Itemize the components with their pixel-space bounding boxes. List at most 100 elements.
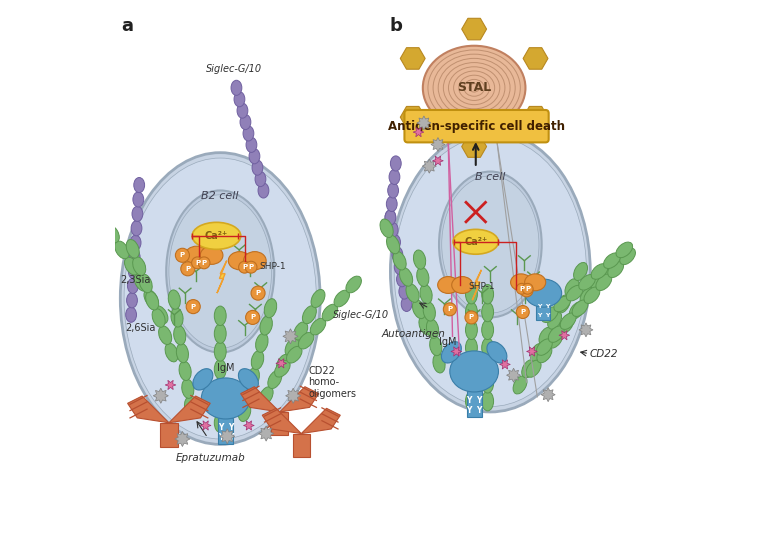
Circle shape xyxy=(465,311,478,324)
Polygon shape xyxy=(276,359,286,368)
Ellipse shape xyxy=(427,319,439,338)
Ellipse shape xyxy=(185,246,208,264)
Ellipse shape xyxy=(132,206,142,222)
Ellipse shape xyxy=(237,103,248,118)
Ellipse shape xyxy=(482,392,494,411)
Ellipse shape xyxy=(385,210,396,225)
Text: b: b xyxy=(390,16,402,35)
Circle shape xyxy=(251,286,265,300)
Ellipse shape xyxy=(159,326,172,345)
Polygon shape xyxy=(579,323,593,337)
Polygon shape xyxy=(433,156,444,166)
Ellipse shape xyxy=(526,360,541,377)
Ellipse shape xyxy=(169,195,272,348)
Polygon shape xyxy=(422,159,437,173)
Ellipse shape xyxy=(537,345,552,363)
Text: P: P xyxy=(521,309,525,315)
Ellipse shape xyxy=(399,284,410,299)
Ellipse shape xyxy=(513,376,527,394)
Ellipse shape xyxy=(214,306,226,325)
Polygon shape xyxy=(462,136,487,157)
Ellipse shape xyxy=(234,92,245,107)
Ellipse shape xyxy=(604,253,620,268)
Text: P: P xyxy=(469,314,474,320)
Ellipse shape xyxy=(413,250,426,269)
Polygon shape xyxy=(280,387,319,412)
Polygon shape xyxy=(293,433,310,457)
Ellipse shape xyxy=(584,287,600,304)
Ellipse shape xyxy=(146,292,159,310)
Text: P: P xyxy=(249,264,253,270)
Ellipse shape xyxy=(243,126,254,141)
Ellipse shape xyxy=(547,311,561,329)
Ellipse shape xyxy=(120,153,320,444)
Polygon shape xyxy=(128,396,169,423)
Ellipse shape xyxy=(556,295,571,313)
Ellipse shape xyxy=(466,374,477,393)
Ellipse shape xyxy=(165,343,178,362)
Ellipse shape xyxy=(387,235,400,254)
Ellipse shape xyxy=(466,302,477,322)
Text: Y: Y xyxy=(537,304,542,309)
Polygon shape xyxy=(200,421,211,430)
Ellipse shape xyxy=(390,156,401,171)
Ellipse shape xyxy=(394,136,587,407)
Ellipse shape xyxy=(437,276,459,293)
Ellipse shape xyxy=(539,327,553,345)
Polygon shape xyxy=(451,347,462,356)
Ellipse shape xyxy=(531,344,544,362)
Ellipse shape xyxy=(115,241,129,259)
Text: Y: Y xyxy=(218,422,223,432)
Circle shape xyxy=(176,248,189,262)
Ellipse shape xyxy=(466,285,477,304)
Ellipse shape xyxy=(152,308,166,327)
Ellipse shape xyxy=(525,279,561,307)
Polygon shape xyxy=(541,388,555,402)
Ellipse shape xyxy=(482,356,494,375)
Text: P: P xyxy=(525,286,531,292)
Ellipse shape xyxy=(176,343,189,363)
Text: SHP-1: SHP-1 xyxy=(259,262,286,270)
Ellipse shape xyxy=(174,326,186,345)
Ellipse shape xyxy=(453,229,498,254)
Ellipse shape xyxy=(243,385,255,404)
Polygon shape xyxy=(559,331,570,340)
Text: Ca²⁺: Ca²⁺ xyxy=(205,231,228,241)
Ellipse shape xyxy=(182,379,194,399)
Polygon shape xyxy=(413,128,424,137)
Ellipse shape xyxy=(214,413,226,432)
Ellipse shape xyxy=(200,246,223,264)
Ellipse shape xyxy=(214,377,226,397)
Text: Y: Y xyxy=(228,433,233,442)
Text: Y: Y xyxy=(467,395,472,405)
Polygon shape xyxy=(400,48,425,69)
Ellipse shape xyxy=(580,287,595,305)
Ellipse shape xyxy=(303,306,316,324)
Ellipse shape xyxy=(524,274,546,291)
Ellipse shape xyxy=(193,369,213,390)
Text: Y: Y xyxy=(477,406,482,415)
Ellipse shape xyxy=(171,308,183,327)
Text: Y: Y xyxy=(537,313,542,318)
Ellipse shape xyxy=(385,210,396,225)
Ellipse shape xyxy=(95,209,109,226)
Ellipse shape xyxy=(239,369,259,390)
Ellipse shape xyxy=(131,220,142,236)
Polygon shape xyxy=(500,360,511,369)
Text: Y: Y xyxy=(477,395,482,405)
Ellipse shape xyxy=(231,80,242,96)
Polygon shape xyxy=(169,396,210,423)
Ellipse shape xyxy=(547,331,563,348)
Ellipse shape xyxy=(390,235,400,250)
Ellipse shape xyxy=(243,251,266,270)
Text: B cell: B cell xyxy=(475,172,506,182)
Ellipse shape xyxy=(299,332,314,349)
Ellipse shape xyxy=(616,242,633,258)
Ellipse shape xyxy=(346,276,361,293)
Polygon shape xyxy=(400,106,425,128)
Ellipse shape xyxy=(179,361,191,381)
Ellipse shape xyxy=(240,115,251,130)
Ellipse shape xyxy=(247,368,259,387)
Ellipse shape xyxy=(591,264,608,279)
Ellipse shape xyxy=(558,317,574,333)
